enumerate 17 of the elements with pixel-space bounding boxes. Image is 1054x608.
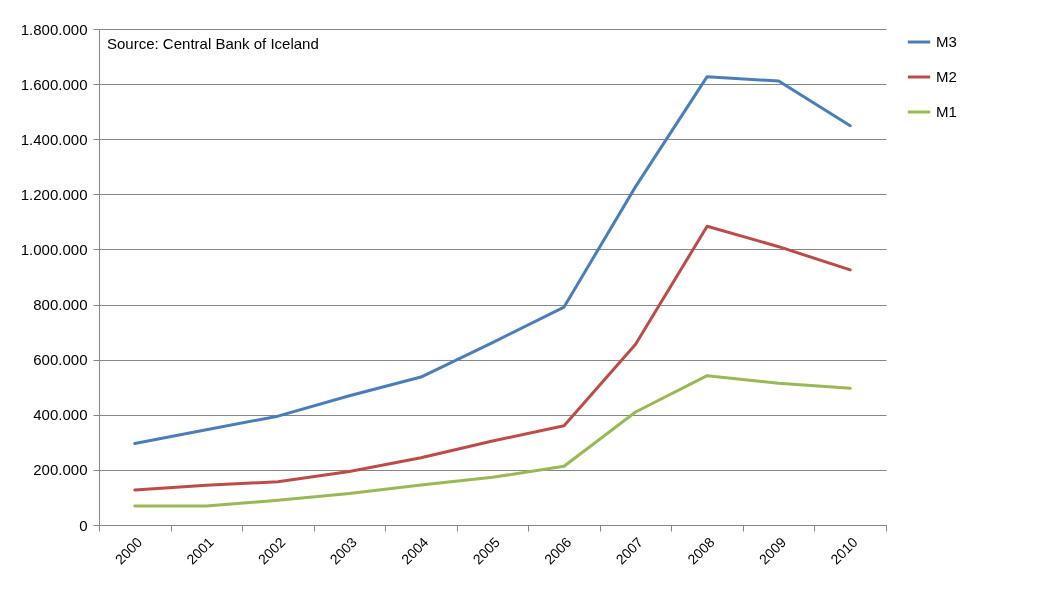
line-series [133,374,852,508]
y-tick-label: 1.200.000 [20,185,88,203]
legend-label: M2 [936,68,957,85]
line-series [133,224,852,492]
annotation: Source: Central Bank of Iceland [107,35,319,52]
y-tick-label: 600.000 [33,351,88,369]
line-series [133,75,852,445]
y-tick-label: 800.000 [33,296,88,314]
legend-label: M3 [936,33,957,50]
y-tick-label: 200.000 [33,461,88,479]
y-tick-label: 400.000 [33,406,88,424]
y-tick-label: 1.600.000 [20,75,88,93]
y-tick-label: 0 [79,516,88,534]
y-tick-label: 1.800.000 [20,20,88,38]
y-tick-label: 1.000.000 [20,240,88,258]
y-tick-label: 1.400.000 [20,130,88,148]
legend-label: M1 [936,103,957,120]
